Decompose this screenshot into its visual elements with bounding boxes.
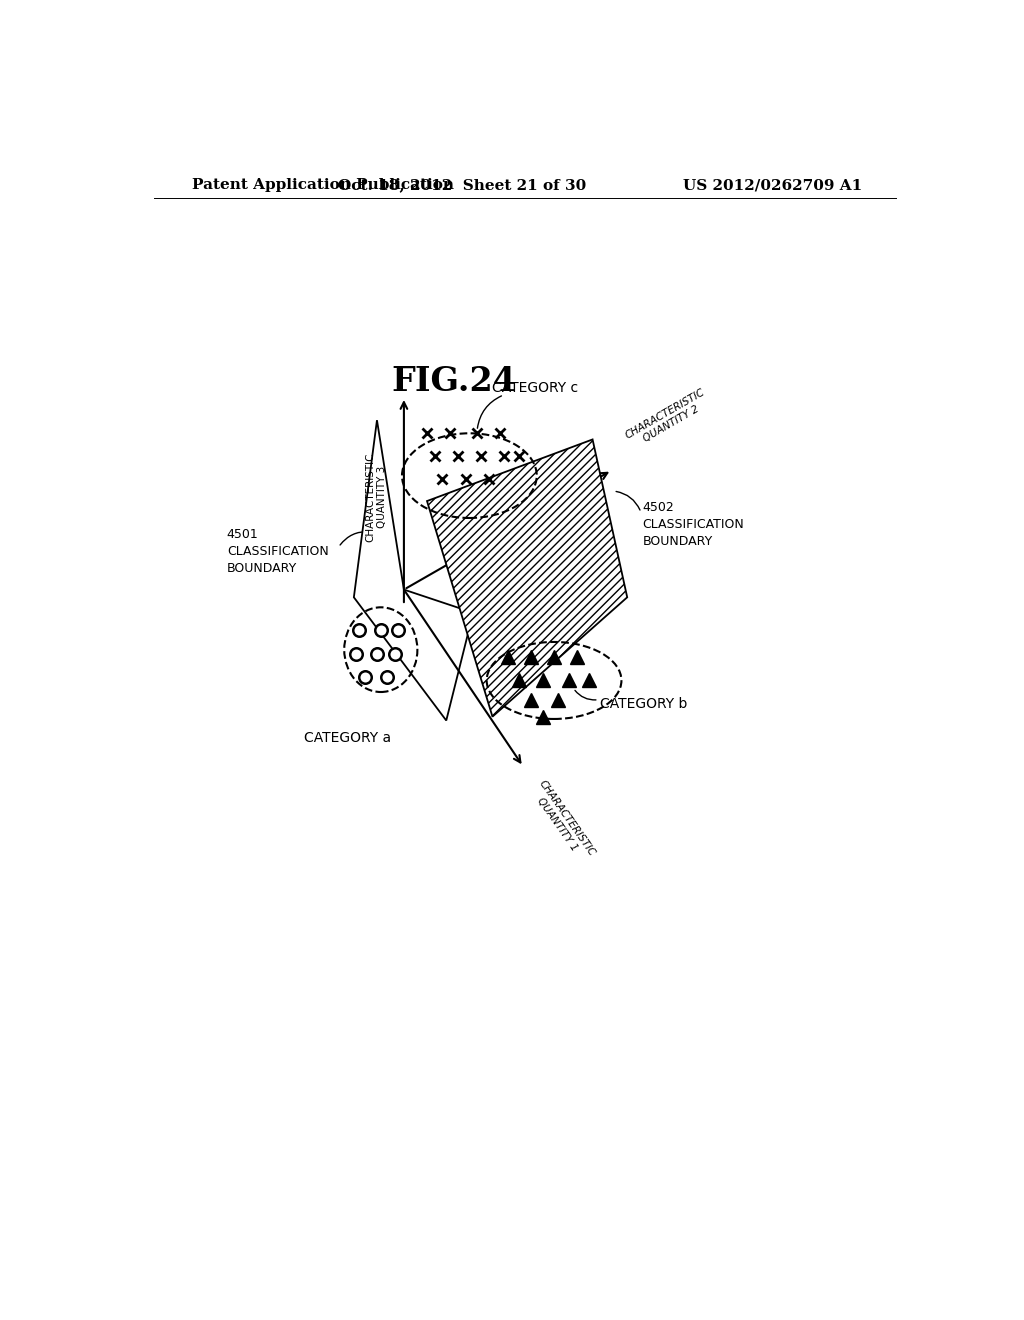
Text: CHARACTERISTIC
QUANTITY 2: CHARACTERISTIC QUANTITY 2	[624, 387, 713, 451]
FancyArrowPatch shape	[340, 532, 369, 545]
Text: FIG.24: FIG.24	[391, 366, 516, 399]
Text: Patent Application Publication: Patent Application Publication	[193, 178, 455, 193]
Text: CATEGORY b: CATEGORY b	[600, 697, 688, 710]
FancyArrowPatch shape	[616, 491, 640, 510]
FancyArrowPatch shape	[477, 396, 502, 428]
Text: Oct. 18, 2012  Sheet 21 of 30: Oct. 18, 2012 Sheet 21 of 30	[338, 178, 586, 193]
Text: CHARACTERISTIC
QUANTITY 1: CHARACTERISTIC QUANTITY 1	[527, 779, 597, 865]
FancyArrowPatch shape	[574, 690, 596, 700]
Text: US 2012/0262709 A1: US 2012/0262709 A1	[683, 178, 862, 193]
Polygon shape	[427, 440, 628, 717]
Text: 4502
CLASSIFICATION
BOUNDARY: 4502 CLASSIFICATION BOUNDARY	[643, 500, 744, 548]
Text: CATEGORY c: CATEGORY c	[493, 380, 579, 395]
Text: 4501
CLASSIFICATION
BOUNDARY: 4501 CLASSIFICATION BOUNDARY	[226, 528, 329, 574]
Text: CATEGORY a: CATEGORY a	[304, 730, 391, 744]
Text: CHARACTERISTIC
QUANTITY 3: CHARACTERISTIC QUANTITY 3	[366, 453, 387, 543]
Polygon shape	[354, 420, 473, 721]
